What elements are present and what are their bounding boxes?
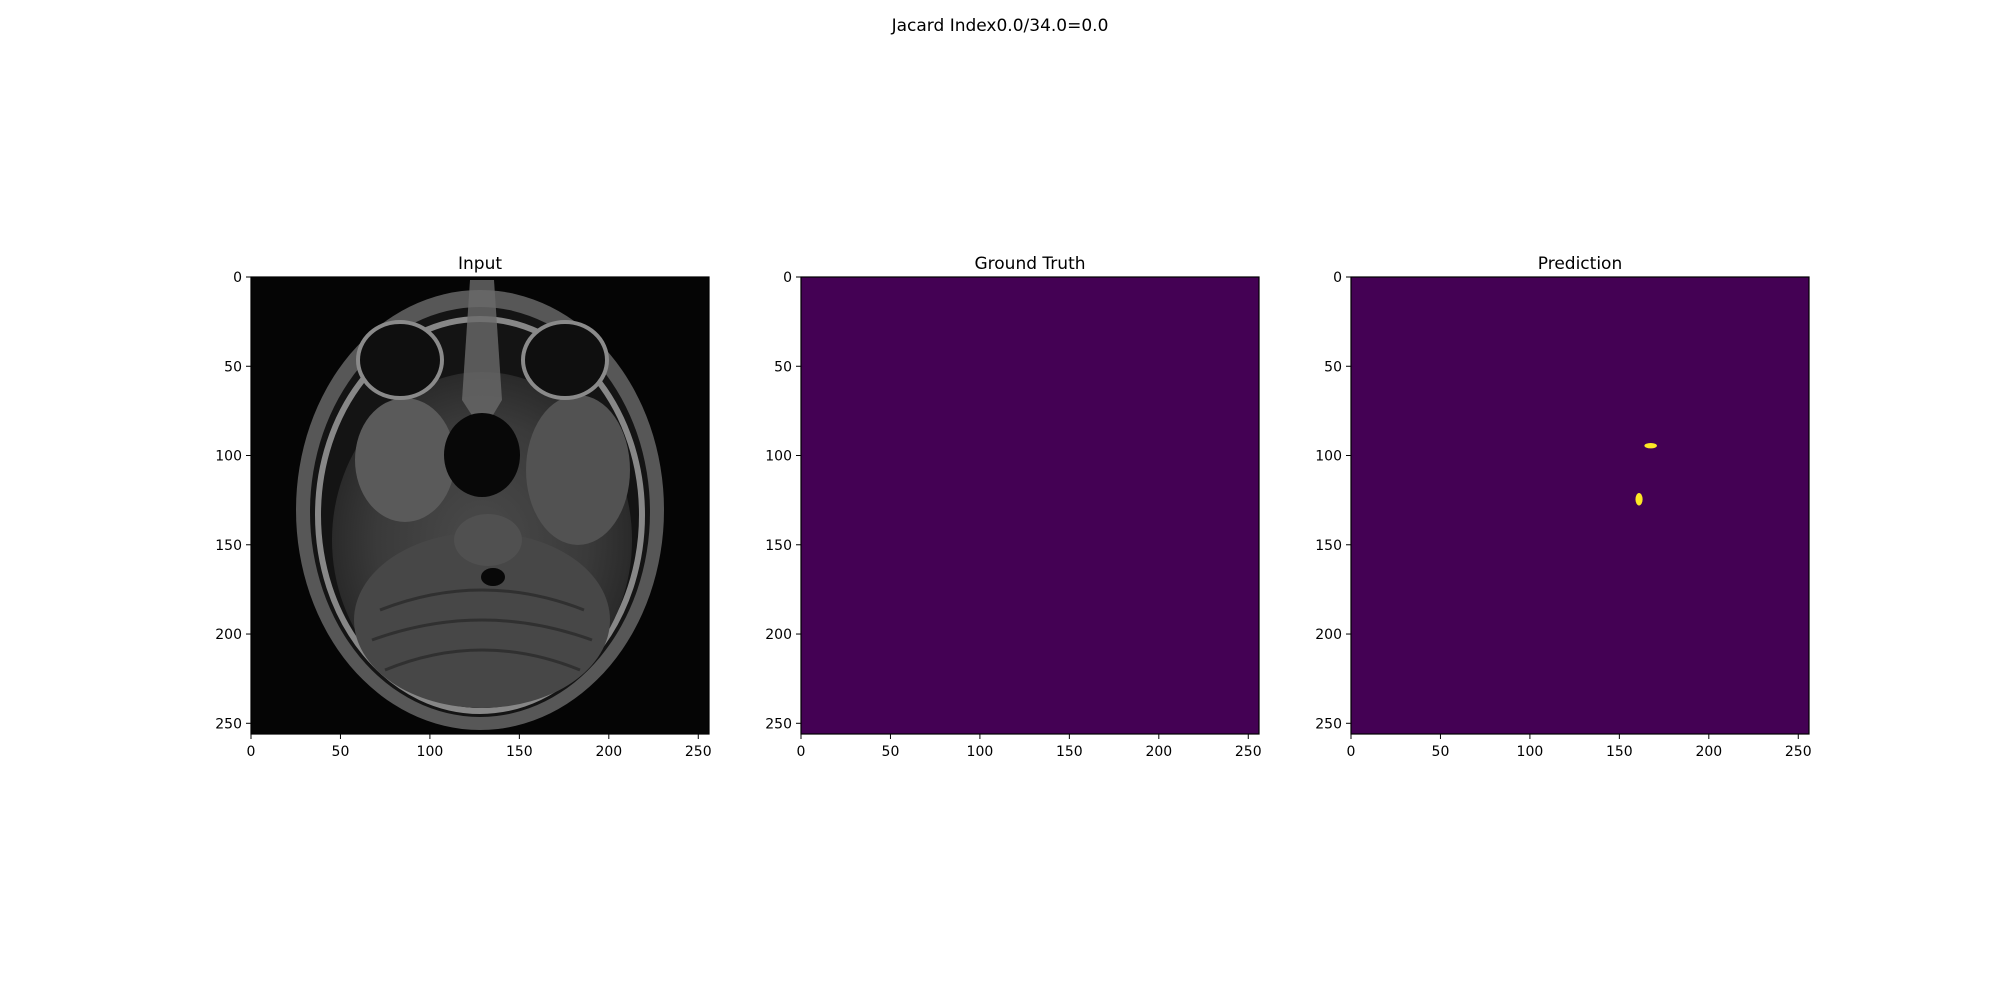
left-orbit	[356, 320, 444, 400]
predicted-region-1	[1644, 443, 1657, 449]
y-tick-label: 250	[215, 716, 242, 732]
image-background	[1351, 277, 1809, 734]
axes-frame	[800, 276, 1260, 735]
y-tick-label: 100	[1315, 449, 1342, 465]
y-tick-label: 200	[765, 627, 792, 643]
y-tick-label: 250	[1315, 716, 1342, 732]
right-temporal-lobe	[526, 395, 630, 545]
x-tick-label: 0	[797, 744, 806, 760]
panel-title: Prediction	[1538, 254, 1622, 274]
x-tick-label: 0	[1347, 744, 1356, 760]
y-tick-label: 150	[1315, 538, 1342, 554]
x-tick-label: 250	[1785, 744, 1812, 760]
axes-frame	[250, 276, 710, 735]
x-tick-label: 100	[967, 744, 994, 760]
figure-suptitle: Jacard Index0.0/34.0=0.0	[891, 16, 1109, 36]
x-tick-label: 50	[1432, 744, 1450, 760]
y-tick-label: 200	[1315, 627, 1342, 643]
axes-frame	[1350, 276, 1810, 735]
x-tick-label: 100	[1517, 744, 1544, 760]
panel-title: Input	[458, 254, 502, 274]
panel-ground-truth: Ground Truth 0 50 100 150 200 250 0 50 100 150 200…	[765, 254, 1261, 760]
y-tick-label: 100	[765, 449, 792, 465]
y-tick-label: 100	[215, 449, 242, 465]
x-tick-label: 250	[685, 744, 712, 760]
x-tick-label: 150	[1056, 744, 1083, 760]
panel-prediction: Prediction 0 50 100 150 200 250 0 50 100 150 200 25…	[1315, 254, 1811, 760]
y-tick-label: 150	[215, 538, 242, 554]
y-tick-label: 50	[224, 359, 242, 375]
y-tick-label: 50	[1324, 359, 1342, 375]
x-tick-label: 150	[506, 744, 533, 760]
left-temporal-lobe	[355, 398, 455, 522]
y-tick-label: 50	[774, 359, 792, 375]
cerebellar-folia	[371, 588, 593, 672]
y-tick-label: 200	[215, 627, 242, 643]
x-tick-label: 50	[882, 744, 900, 760]
x-tick-label: 200	[1145, 744, 1172, 760]
predicted-region-2	[1635, 493, 1643, 506]
x-tick-label: 150	[1606, 744, 1633, 760]
mri-brain-slice	[296, 280, 664, 730]
right-orbit	[521, 320, 609, 400]
x-tick-label: 50	[332, 744, 350, 760]
x-tick-label: 250	[1235, 744, 1262, 760]
y-tick-label: 0	[783, 270, 792, 286]
y-tick-label: 250	[765, 716, 792, 732]
sphenoid-sinus	[444, 413, 520, 497]
x-tick-label: 200	[1695, 744, 1722, 760]
x-tick-label: 200	[595, 744, 622, 760]
y-tick-label: 0	[1333, 270, 1342, 286]
y-tick-label: 150	[765, 538, 792, 554]
brainstem	[454, 514, 522, 566]
nasal-structures	[462, 280, 502, 420]
image-background	[801, 277, 1259, 734]
x-tick-label: 0	[247, 744, 256, 760]
y-tick-label: 0	[233, 270, 242, 286]
x-tick-label: 100	[417, 744, 444, 760]
panel-title: Ground Truth	[974, 254, 1085, 274]
fourth-ventricle	[481, 568, 505, 586]
